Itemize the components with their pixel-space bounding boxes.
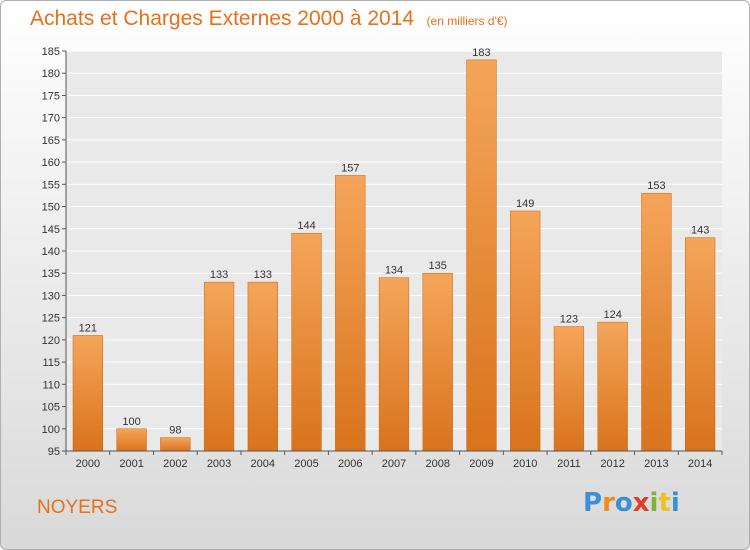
y-tick-label: 180	[42, 68, 60, 80]
y-tick-label: 170	[42, 113, 60, 125]
value-label-2006: 157	[341, 162, 359, 174]
logo-letter: P	[583, 488, 603, 518]
x-tick-label-2007: 2007	[382, 458, 406, 470]
value-label-2005: 144	[297, 220, 315, 232]
value-label-2008: 135	[429, 260, 447, 272]
bar-2002	[160, 437, 191, 452]
y-tick-label: 165	[42, 135, 60, 147]
x-tick-label-2006: 2006	[338, 458, 362, 470]
x-tick-label-2014: 2014	[688, 458, 712, 470]
bar-2005	[291, 232, 322, 452]
value-label-2013: 153	[647, 180, 665, 192]
value-label-2011: 123	[560, 314, 578, 326]
value-label-2009: 183	[472, 47, 490, 59]
logo-letter: t	[658, 488, 671, 518]
town-label: NOYERS	[37, 497, 118, 518]
logo-letter: x	[632, 488, 650, 518]
bar-2004	[247, 281, 278, 452]
x-tick-label-2005: 2005	[294, 458, 318, 470]
bar-2006	[335, 175, 366, 452]
bar-2003	[203, 281, 235, 452]
value-label-2000: 121	[79, 322, 97, 334]
value-label-2007: 134	[385, 265, 403, 277]
y-tick-label: 95	[48, 446, 60, 458]
y-tick-label: 155	[42, 179, 60, 191]
y-tick-label: 175	[42, 90, 60, 102]
x-tick-label-2011: 2011	[557, 458, 581, 470]
value-label-2010: 149	[516, 198, 534, 210]
y-tick-label: 105	[42, 402, 60, 414]
title-block: Achats et Charges Externes 2000 à 2014 (…	[30, 7, 508, 31]
bar-2001	[116, 428, 147, 452]
bar-2010	[510, 210, 541, 452]
logo-letter: i	[670, 488, 680, 518]
value-label-2004: 133	[254, 269, 272, 281]
y-tick-label: 130	[42, 290, 60, 302]
x-tick-label-2004: 2004	[251, 458, 275, 470]
y-tick-label: 115	[42, 357, 60, 369]
value-label-2001: 100	[122, 416, 140, 428]
x-tick-label-2010: 2010	[513, 458, 537, 470]
y-tick-label: 160	[42, 157, 60, 169]
value-label-2014: 143	[691, 225, 709, 237]
value-label-2002: 98	[169, 425, 181, 437]
y-tick-label: 110	[42, 379, 60, 391]
y-tick-label: 150	[42, 202, 60, 214]
value-label-2003: 133	[210, 269, 228, 281]
chart-subtitle: (en milliers d'€)	[426, 14, 508, 28]
x-tick-label-2008: 2008	[425, 458, 449, 470]
proxiti-logo: Proxiti	[583, 488, 680, 518]
logo-letter: r	[602, 488, 615, 518]
x-tick-label-2001: 2001	[119, 458, 143, 470]
value-label-2012: 124	[603, 309, 621, 321]
x-tick-label-2009: 2009	[469, 458, 493, 470]
x-tick-label-2003: 2003	[207, 458, 231, 470]
x-tick-label-2012: 2012	[600, 458, 624, 470]
x-tick-label-2013: 2013	[644, 458, 668, 470]
y-tick-label: 135	[42, 268, 60, 280]
bar-2007	[378, 277, 410, 452]
y-tick-label: 185	[42, 46, 60, 58]
y-tick-label: 140	[42, 246, 60, 258]
chart-title: Achats et Charges Externes 2000 à 2014	[30, 7, 415, 30]
y-tick-label: 125	[42, 313, 60, 325]
bar-2009	[466, 59, 497, 452]
y-tick-label: 145	[42, 224, 60, 236]
bar-2014	[685, 237, 716, 452]
bar-2013	[641, 192, 672, 452]
logo-letter: o	[614, 488, 633, 518]
bar-2000	[72, 335, 103, 452]
x-tick-label-2002: 2002	[163, 458, 187, 470]
bar-2012	[597, 321, 628, 452]
logo-letter: i	[649, 488, 659, 518]
x-tick-label-2000: 2000	[76, 458, 100, 470]
y-tick-label: 100	[42, 424, 60, 436]
bar-2011	[553, 326, 585, 452]
bar-2008	[422, 272, 453, 452]
y-tick-label: 120	[42, 335, 60, 347]
